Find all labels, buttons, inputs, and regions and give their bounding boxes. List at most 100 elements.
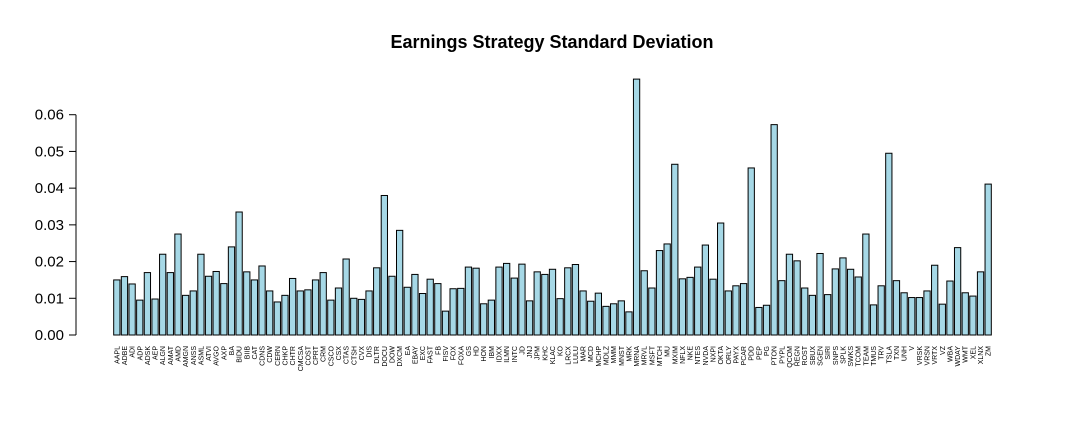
bar-swks (846, 268, 855, 336)
y-tick-label: 0.03 (35, 217, 64, 234)
bar-xel (969, 295, 977, 336)
bar-payx (732, 285, 740, 336)
x-tick-label: SWKS (848, 346, 855, 367)
x-tick-label: MXIM (672, 346, 679, 364)
bar-hon (480, 303, 488, 336)
x-tick-label: TCOM (856, 346, 863, 367)
bar-cprt (311, 279, 320, 336)
x-tick-label: CRM (321, 346, 328, 362)
x-tick-label: ROST (802, 345, 809, 365)
x-tick-label: AAPL (114, 346, 121, 364)
bar-adsk (143, 272, 152, 336)
x-tick-label: JNJ (527, 346, 534, 358)
bar-mtch (655, 250, 664, 336)
x-tick-label: AMAT (168, 345, 175, 365)
bar-gs (464, 266, 473, 336)
y-tick-label: 0.00 (35, 327, 64, 344)
bar-siri (824, 294, 832, 336)
x-tick-label: HD (474, 346, 481, 356)
bar-lulu (571, 264, 580, 336)
chart-title: Earnings Strategy Standard Deviation (390, 32, 713, 52)
x-tick-label: DXCM (397, 346, 404, 367)
x-tick-label: CERN (275, 346, 282, 366)
bar-vrsn (923, 290, 931, 336)
bar-team (862, 233, 870, 336)
x-tick-label: DOW (389, 346, 396, 364)
bar-aep (151, 298, 159, 336)
x-axis-labels: AAPL ADBE ADI ADP ADSK AEP ALGN AMAT AMD AMGN ANSS… (114, 345, 992, 371)
bar-sbux (808, 294, 817, 336)
bar-ba (227, 246, 236, 336)
x-tick-label: NXPI (711, 346, 718, 362)
bar-ctsh (350, 297, 358, 336)
bar-crm (319, 272, 327, 336)
bars (113, 78, 992, 336)
x-tick-label: NTES (695, 346, 702, 365)
x-tick-label: ASML (198, 346, 205, 365)
x-tick-label: KHC (542, 346, 549, 361)
x-tick-label: AMD (175, 346, 182, 362)
bar-vrsk (915, 297, 924, 336)
x-tick-label: BA (229, 346, 236, 356)
bar-trv (877, 285, 885, 336)
x-tick-label: SPLK (840, 346, 847, 364)
bar-pypl (778, 280, 786, 336)
x-tick-label: WMT (963, 345, 970, 362)
bar-sgen (816, 252, 824, 336)
y-tick-label: 0.01 (35, 290, 64, 307)
bar-foxa (457, 287, 465, 336)
x-tick-label: DLTR (374, 346, 381, 364)
x-tick-label: PG (764, 346, 771, 356)
x-tick-label: REGN (795, 346, 802, 366)
x-tick-label: CPRT (313, 345, 320, 365)
x-tick-label: TXN (894, 346, 901, 360)
x-tick-label: TRV (879, 346, 886, 360)
x-tick-label: IBM (489, 346, 496, 359)
x-tick-label: MCHP (596, 346, 603, 367)
x-tick-label: LRCX (565, 346, 572, 365)
bar-chkp (281, 294, 289, 336)
x-tick-label: MRNA (634, 346, 641, 367)
x-tick-label: ZM (986, 346, 993, 356)
x-tick-label: ANSS (191, 346, 198, 365)
bar-cmcsa (296, 290, 304, 336)
x-tick-label: KLAC (550, 346, 557, 364)
bar-anss (189, 290, 197, 336)
x-tick-label: CHKP (282, 346, 289, 366)
x-tick-label: FOX (451, 346, 458, 361)
x-tick-label: MMM (611, 346, 618, 364)
x-tick-label: PDD (749, 346, 756, 361)
bar-tsla (885, 152, 893, 336)
bar-ctas (342, 258, 350, 336)
x-tick-label: AVGO (214, 345, 221, 365)
bar-ko (556, 298, 564, 336)
y-tick-label: 0.04 (35, 180, 64, 197)
bar-mrna (632, 78, 641, 336)
bar-fb (434, 283, 442, 336)
x-tick-label: CVX (359, 346, 366, 361)
x-tick-label: ATVI (206, 346, 213, 361)
x-tick-label: VRTX (932, 346, 939, 365)
bar-docu (380, 194, 388, 336)
x-tick-label: GS (466, 346, 473, 356)
x-tick-label: INTC (512, 346, 519, 362)
x-tick-label: JPM (535, 346, 542, 360)
x-tick-label: CSX (336, 346, 343, 361)
y-tick-label: 0.02 (35, 254, 64, 271)
bar-cdns (258, 265, 266, 336)
x-tick-label: NFLX (680, 346, 687, 364)
bar-exc (418, 293, 427, 336)
bar-zm (984, 183, 992, 336)
x-tick-label: ADI (130, 346, 137, 358)
bar-nvda (701, 244, 710, 336)
bar-fox (449, 288, 457, 336)
bar-idxx (495, 266, 503, 336)
x-tick-label: MRVL (642, 346, 649, 365)
bar-ilmn (503, 262, 511, 336)
x-tick-label: LULU (573, 346, 580, 364)
x-tick-label: PAYX (733, 346, 740, 364)
x-tick-label: SIRI (825, 346, 832, 360)
x-tick-label: XEL (970, 346, 977, 359)
bar-cat (250, 279, 259, 336)
